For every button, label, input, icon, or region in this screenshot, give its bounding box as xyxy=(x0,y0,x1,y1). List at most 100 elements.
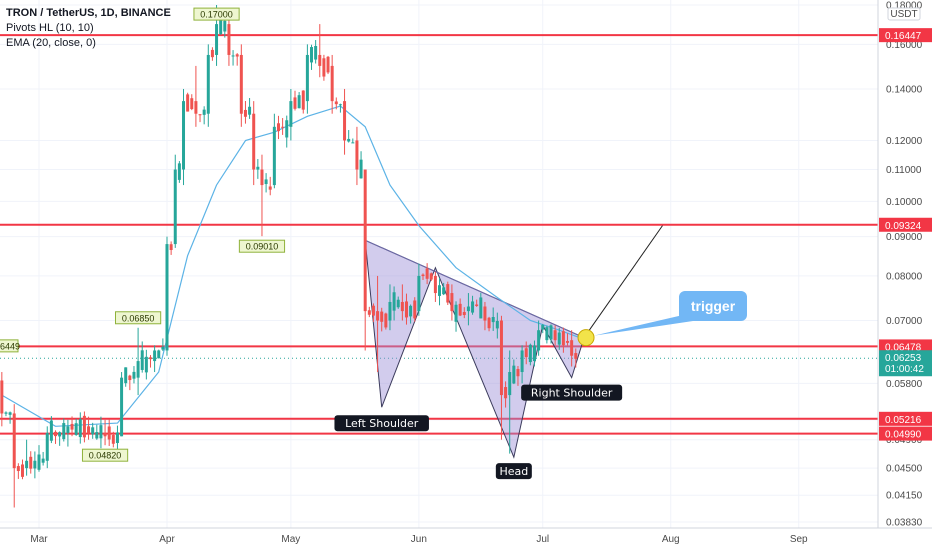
candle xyxy=(392,286,396,321)
candle xyxy=(421,273,425,281)
level-price-tag[interactable] xyxy=(879,217,932,232)
candle-body xyxy=(128,375,132,381)
time-tick-label: May xyxy=(281,534,300,545)
candle xyxy=(66,419,70,447)
candle-body xyxy=(557,332,561,345)
candle-body xyxy=(338,104,342,106)
pivot-text: 0.06850 xyxy=(122,313,155,323)
candle xyxy=(347,130,351,143)
candle-body xyxy=(301,90,305,110)
candle xyxy=(169,241,173,255)
level-price-tag[interactable] xyxy=(879,28,932,43)
level-price-tag[interactable] xyxy=(879,426,932,441)
candle xyxy=(25,439,29,476)
candle xyxy=(260,154,264,237)
price-tick-label: 0.11000 xyxy=(886,165,922,176)
candle-body xyxy=(169,244,173,251)
candle-body xyxy=(41,458,45,463)
candle xyxy=(363,169,367,351)
trigger-bubble[interactable] xyxy=(679,291,747,321)
candle xyxy=(20,459,24,480)
candle xyxy=(91,422,95,439)
candle-body xyxy=(483,306,487,321)
candle xyxy=(281,118,285,135)
candle xyxy=(450,284,454,321)
candle xyxy=(343,88,347,155)
symbol-title[interactable]: TRON / TetherUS, 1D, BINANCE xyxy=(6,7,171,19)
candle xyxy=(285,115,289,148)
candle-body xyxy=(462,311,466,316)
candle xyxy=(479,292,483,319)
candle xyxy=(103,419,107,446)
candle-body xyxy=(186,94,190,112)
candle-body xyxy=(136,361,140,378)
trigger-label: trigger xyxy=(691,298,736,314)
candle xyxy=(248,98,252,119)
candle-body xyxy=(524,348,528,358)
candle-body xyxy=(260,169,264,186)
candle xyxy=(128,374,132,391)
candle xyxy=(111,431,115,448)
candle-body xyxy=(70,423,74,430)
candle-body xyxy=(82,415,86,438)
candle-body xyxy=(111,435,115,444)
candle xyxy=(520,345,524,384)
candle xyxy=(256,158,260,179)
candle-body xyxy=(495,320,499,329)
candle-body xyxy=(66,426,70,433)
candle xyxy=(62,418,66,442)
candle-body xyxy=(4,412,8,414)
candle-body xyxy=(487,317,491,329)
candle xyxy=(157,349,161,359)
candle-body xyxy=(54,431,58,437)
candle xyxy=(37,445,41,472)
candle-body xyxy=(310,47,314,63)
candle xyxy=(446,281,450,305)
candle xyxy=(74,418,78,436)
level-price-text: 0.06478 xyxy=(885,342,922,353)
candle xyxy=(268,176,272,196)
drawings[interactable]: trigger xyxy=(577,225,747,347)
pivot-labels: 0.17000 0.09010 0.06850 0.04820 6449 xyxy=(0,7,286,462)
candle xyxy=(264,173,268,193)
candle xyxy=(99,416,103,449)
price-axis[interactable]: 0.18000 0.16000 0.14000 0.12000 0.11000 0.100… xyxy=(877,0,932,529)
candle xyxy=(206,44,210,127)
price-tick-label: 0.16000 xyxy=(886,40,923,51)
candle-body xyxy=(256,166,260,170)
candle-body xyxy=(376,311,380,321)
candle xyxy=(532,340,536,367)
breakout-line[interactable] xyxy=(583,225,663,338)
candle xyxy=(4,411,8,417)
candle-body xyxy=(429,273,433,280)
pivot-box xyxy=(81,448,129,462)
pivot-box xyxy=(193,7,240,21)
candle-body xyxy=(281,126,285,128)
horizontal-levels[interactable] xyxy=(0,34,878,435)
candle-body xyxy=(87,426,91,433)
pattern-label-text: Head xyxy=(499,465,528,478)
candle-body xyxy=(450,293,454,312)
candle-body xyxy=(210,49,214,58)
time-axis[interactable]: Mar Apr May Jun Jul Aug Sep xyxy=(0,527,932,550)
level-price-tag[interactable] xyxy=(879,411,932,426)
candle xyxy=(355,126,359,186)
indicator-ema[interactable]: EMA (20, close, 0) xyxy=(6,37,96,49)
candle xyxy=(276,115,280,140)
level-price-tag[interactable] xyxy=(879,339,932,354)
candle xyxy=(380,307,384,332)
ema-line-path xyxy=(1,105,581,427)
pattern-label-box xyxy=(334,415,429,432)
pattern-label-text: Left Shoulder xyxy=(345,417,419,430)
candle-body xyxy=(0,380,4,414)
candle xyxy=(491,307,495,331)
indicator-pivots[interactable]: Pivots HL (10, 10) xyxy=(6,22,94,34)
candle xyxy=(330,54,334,114)
candle xyxy=(528,343,532,366)
candle xyxy=(359,151,363,179)
candle-body xyxy=(537,330,541,351)
trigger-circle[interactable] xyxy=(577,329,595,347)
candle xyxy=(388,284,392,331)
candle-body xyxy=(148,357,152,360)
